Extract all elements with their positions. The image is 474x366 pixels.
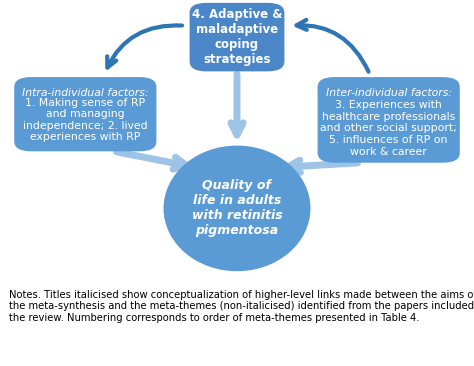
FancyBboxPatch shape: [190, 3, 284, 71]
Ellipse shape: [164, 146, 310, 271]
Text: Quality of
life in adults
with retinitis
pigmentosa: Quality of life in adults with retinitis…: [191, 179, 283, 238]
FancyBboxPatch shape: [14, 77, 156, 151]
Text: Notes. Titles italicised show conceptualization of higher-level links made betwe: Notes. Titles italicised show conceptual…: [9, 290, 474, 323]
Text: 1. Making sense of RP
and managing
independence; 2. lived
experiences with RP: 1. Making sense of RP and managing indep…: [23, 97, 147, 142]
Text: 4. Adaptive &
maladaptive
coping
strategies: 4. Adaptive & maladaptive coping strateg…: [192, 8, 282, 66]
Text: Intra-individual factors:: Intra-individual factors:: [22, 88, 148, 98]
Text: 3. Experiences with
healthcare professionals
and other social support;
5. influe: 3. Experiences with healthcare professio…: [320, 100, 457, 157]
Text: Inter-individual factors:: Inter-individual factors:: [326, 88, 452, 98]
FancyBboxPatch shape: [318, 77, 460, 163]
